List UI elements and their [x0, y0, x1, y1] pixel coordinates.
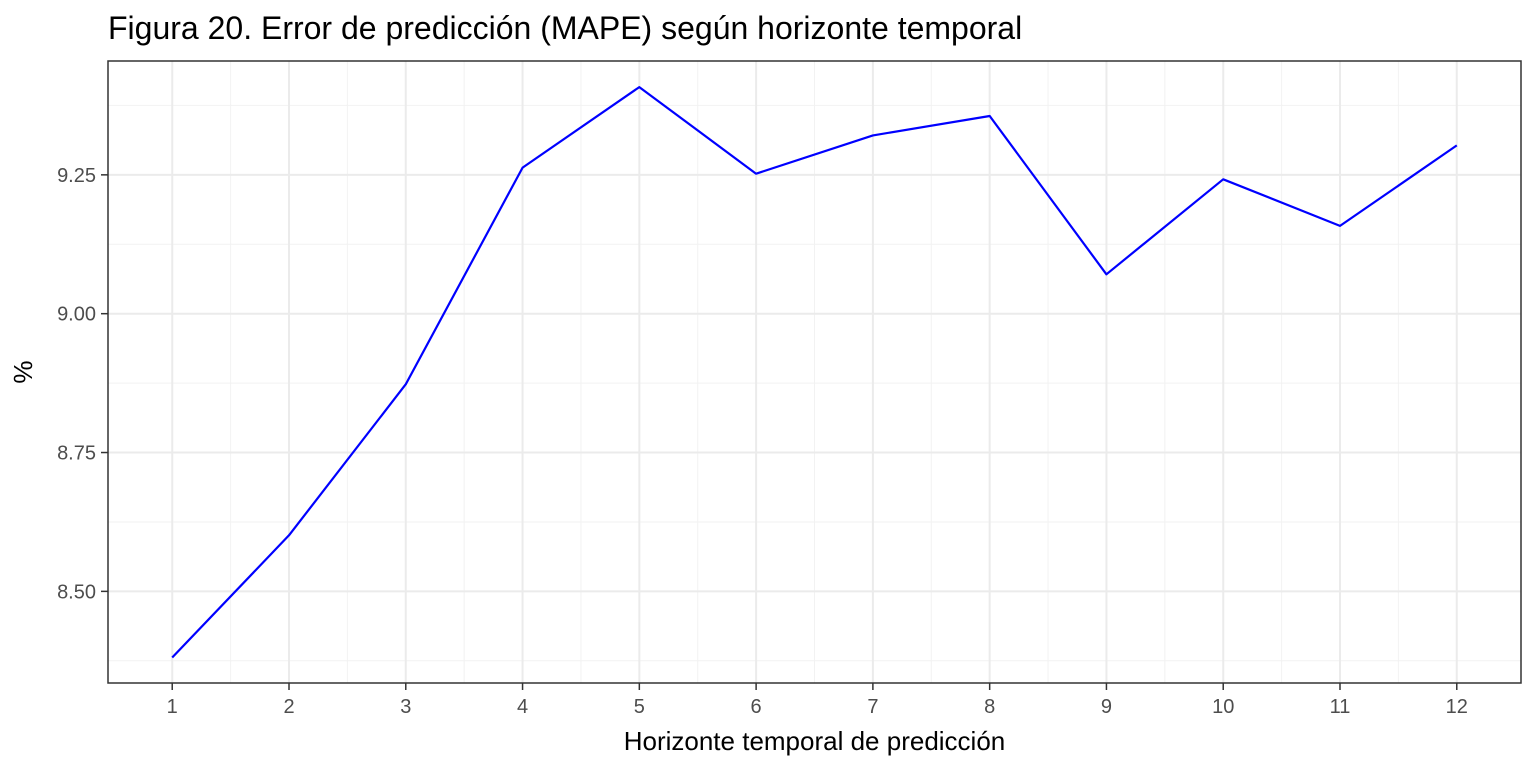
x-tick-label: 12	[1446, 696, 1468, 718]
x-tick-label: 1	[167, 696, 178, 718]
series-line	[171, 85, 1458, 659]
y-tick-label: 9.25	[57, 165, 96, 187]
x-tick-label: 3	[400, 696, 411, 718]
y-axis: 8.50 8.75 9.00 9.25	[57, 165, 108, 603]
panel-border	[107, 60, 1522, 684]
series-layer	[171, 85, 1458, 659]
x-tick-label: 9	[1101, 696, 1112, 718]
y-tick-label: 8.50	[57, 581, 96, 603]
major-grid	[108, 61, 1521, 683]
x-tick-label: 4	[517, 696, 528, 718]
x-axis: 1 2 3 4 5 6 7 8 9 10 11 12	[167, 683, 1468, 718]
x-tick-label: 10	[1212, 696, 1234, 718]
x-tick-label: 5	[634, 696, 645, 718]
x-axis-title: Horizonte temporal de predicción	[624, 726, 1006, 756]
x-tick-label: 2	[283, 696, 294, 718]
chart-title: Figura 20. Error de predicción (MAPE) se…	[108, 10, 1023, 46]
x-tick-label: 7	[867, 696, 878, 718]
minor-grid	[108, 61, 1521, 683]
y-tick-label: 8.75	[57, 443, 96, 465]
x-tick-label: 8	[984, 696, 995, 718]
y-axis-title: %	[8, 360, 38, 383]
x-tick-label: 11	[1330, 696, 1351, 718]
y-tick-label: 9.00	[57, 304, 96, 326]
x-tick-label: 6	[751, 696, 762, 718]
